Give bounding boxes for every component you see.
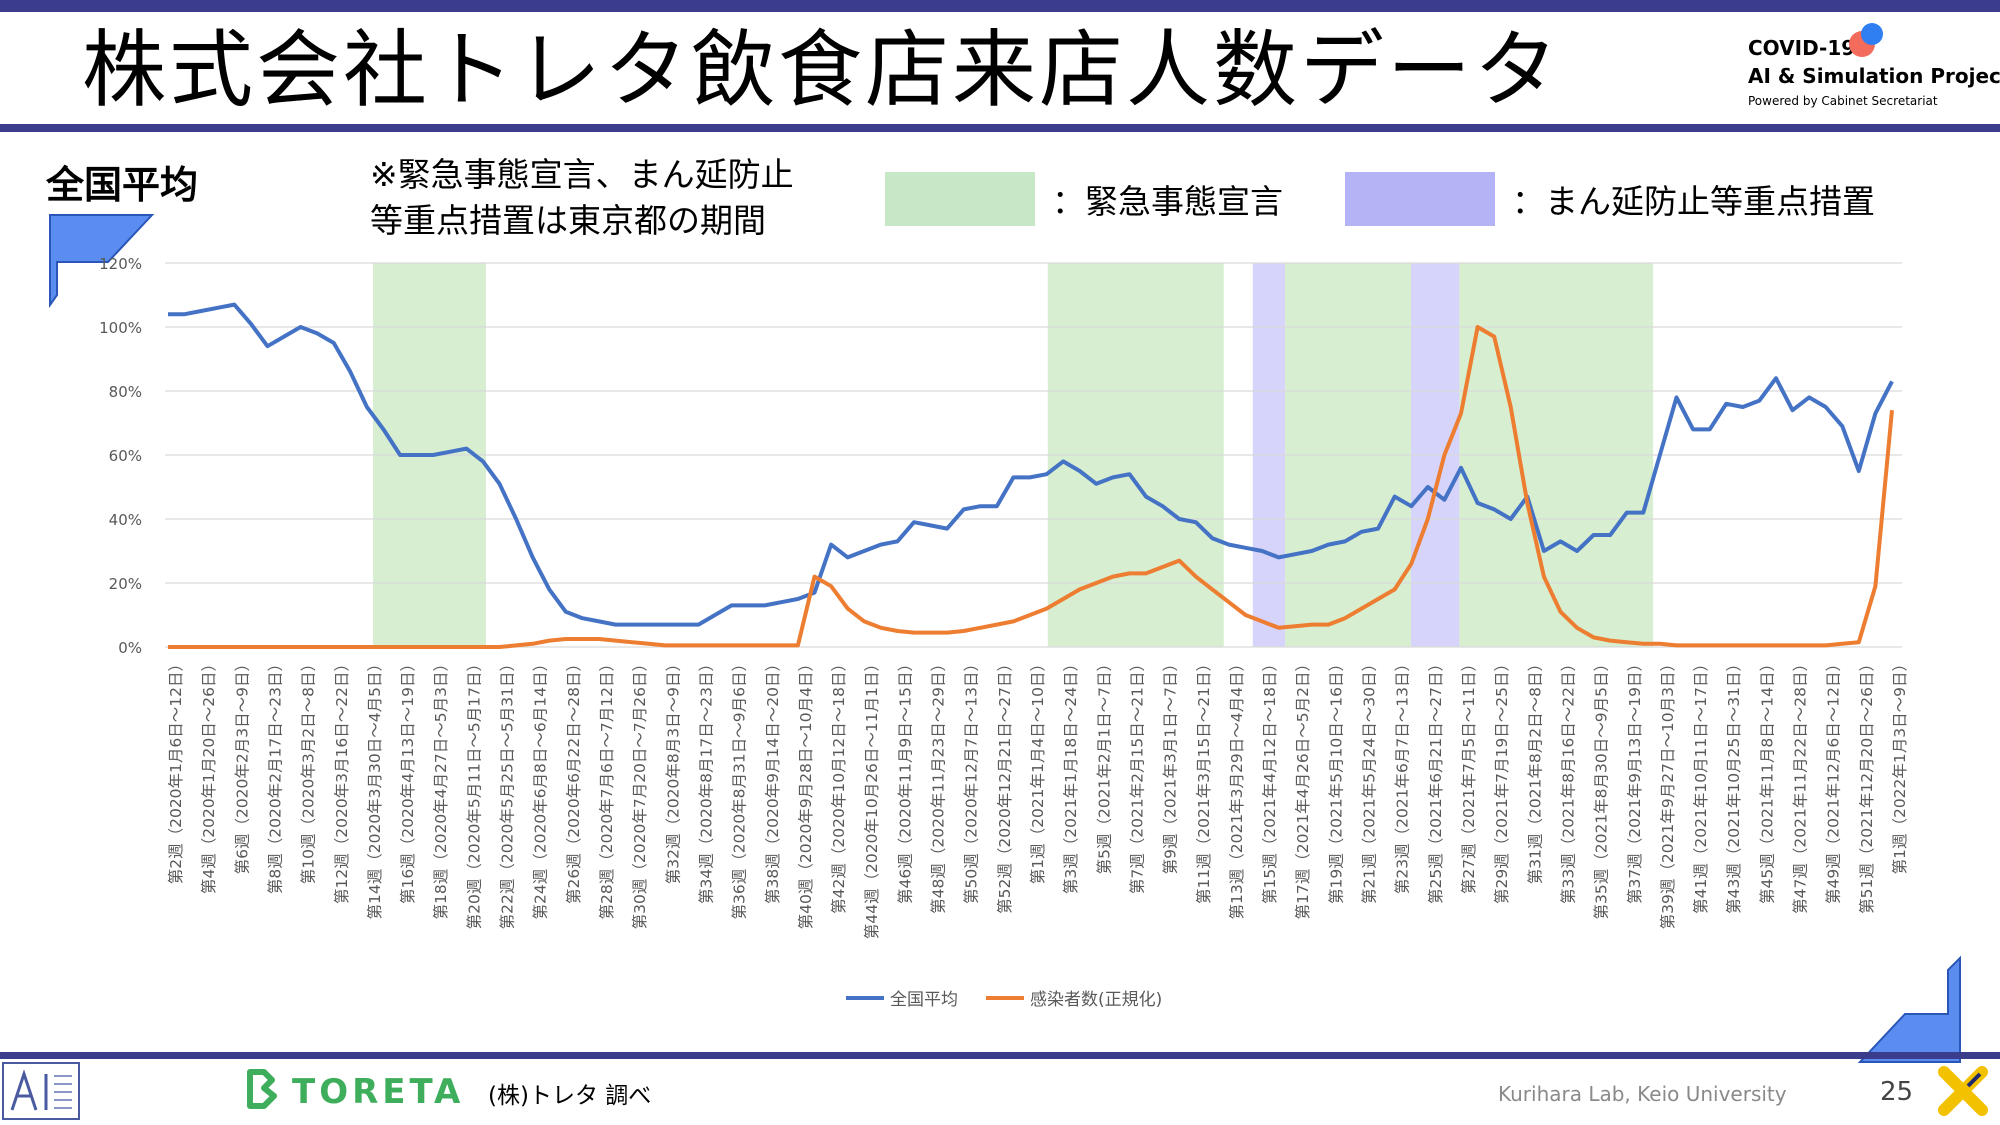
x-tick-label-33: 第15週（2021年4月12日～18日） <box>1261 656 1279 904</box>
x-tick-label-36: 第21週（2021年5月24日～30日） <box>1361 656 1379 904</box>
x-tick-label-13: 第28週（2020年7月6日～7月12日） <box>598 656 616 919</box>
brand-line-1: COVID-19 <box>1748 36 1856 60</box>
lab-name: Kurihara Lab, Keio University <box>1498 1082 1787 1106</box>
y-tick-label-2: 40% <box>109 511 142 529</box>
corner-arrow-top-left-icon <box>49 214 155 309</box>
x-tick-label-4: 第10週（2020年3月2日～8日） <box>300 656 318 884</box>
y-tick-label-3: 60% <box>109 447 142 465</box>
page-number: 25 <box>1880 1077 1914 1107</box>
semi-emergency-legend-label: ：まん延防止等重点措置 <box>1512 182 1875 221</box>
emergency-legend-label: ：緊急事態宣言 <box>1052 182 1283 221</box>
x-tick-label-21: 第44週（2020年10月26日～11月1日） <box>863 656 881 939</box>
x-tick-label-31: 第11週（2021年3月15日～21日） <box>1195 656 1213 904</box>
brand-line-2: AI & Simulation Project <box>1748 64 2000 88</box>
page-title: 株式会社トレタ飲食店来店人数データ <box>82 21 1562 119</box>
x-tick-label-48: 第45週（2021年11月8日～14日） <box>1758 656 1776 904</box>
top-rule <box>0 0 2000 12</box>
x-tick-label-3: 第8週（2020年2月17日～23日） <box>266 656 284 894</box>
x-tick-label-47: 第43週（2021年10月25日～31日） <box>1725 656 1743 914</box>
x-tick-label-42: 第33週（2021年8月16日～22日） <box>1559 656 1577 904</box>
x-tick-label-45: 第39週（2021年9月27日～10月3日） <box>1659 656 1677 929</box>
legend-label-avg: 全国平均 <box>890 990 958 1010</box>
x-tick-label-12: 第26週（2020年6月22日～28日） <box>565 656 583 904</box>
corner-arrow-bottom-right-icon <box>1857 955 1961 1063</box>
data-source: (株)トレタ 調べ <box>488 1083 652 1109</box>
x-tick-label-43: 第35週（2021年8月30日～9月5日） <box>1593 656 1611 919</box>
x-tick-label-25: 第52週（2020年12月21日～27日） <box>996 656 1014 914</box>
brand-line-3: Powered by Cabinet Secretariat <box>1748 94 1938 108</box>
x-tick-label-41: 第31週（2021年8月2日～8日） <box>1526 656 1544 884</box>
x-tick-label-10: 第22週（2020年5月25日～5月31日） <box>499 656 517 929</box>
toreta-wordmark: TORETA <box>292 1072 465 1112</box>
x-tick-label-19: 第40週（2020年9月28日～10月4日） <box>797 656 815 929</box>
x-tick-label-16: 第34週（2020年8月17日～23日） <box>697 656 715 904</box>
x-tick-label-28: 第5週（2021年2月1日～7日） <box>1095 656 1113 874</box>
x-tick-label-30: 第9週（2021年3月1日～7日） <box>1162 656 1180 874</box>
x-tick-label-44: 第37週（2021年9月13日～19日） <box>1626 656 1644 904</box>
x-tick-label-26: 第1週（2021年1月4日～10日） <box>1029 656 1047 884</box>
semi-emergency-legend-swatch <box>1345 172 1495 226</box>
x-tick-label-18: 第38週（2020年9月14日～20日） <box>764 656 782 904</box>
x-tick-label-27: 第3週（2021年1月18日～24日） <box>1062 656 1080 894</box>
x-tick-label-5: 第12週（2020年3月16日～22日） <box>333 656 351 904</box>
x-tick-label-14: 第30週（2020年7月20日～7月26日） <box>631 656 649 929</box>
x-tick-label-50: 第49週（2021年12月6日～12日） <box>1825 656 1843 904</box>
x-tick-label-1: 第4週（2020年1月20日～26日） <box>200 656 218 894</box>
x-tick-label-23: 第48週（2020年11月23日～29日） <box>930 656 948 914</box>
x-tick-label-22: 第46週（2020年11月9日～15日） <box>896 656 914 904</box>
x-tick-label-49: 第47週（2021年11月22日～28日） <box>1792 656 1810 914</box>
period-note: ※緊急事態宣言、まん延防止 等重点措置は東京都の期間 <box>370 155 794 240</box>
y-tick-label-5: 100% <box>99 319 142 337</box>
x-tick-label-40: 第29週（2021年7月19日～25日） <box>1493 656 1511 904</box>
x-tick-label-32: 第13週（2021年3月29日～4月4日） <box>1228 656 1246 919</box>
x-tick-label-35: 第19週（2021年5月10日～16日） <box>1327 656 1345 904</box>
x-tick-label-7: 第16週（2020年4月13日～19日） <box>399 656 417 904</box>
x-tick-label-38: 第25週（2021年6月21日～27日） <box>1427 656 1445 904</box>
x-tick-label-20: 第42週（2020年10月12日～18日） <box>830 656 848 914</box>
emergency-legend-swatch <box>885 172 1035 226</box>
x-tick-label-8: 第18週（2020年4月27日～5月3日） <box>432 656 450 919</box>
legend-label-infect: 感染者数(正規化) <box>1030 990 1162 1010</box>
x-tick-label-9: 第20週（2020年5月11日～5月17日） <box>465 656 483 929</box>
ai-lab-logo-icon <box>2 1062 80 1120</box>
toreta-logo-icon <box>247 1069 277 1109</box>
x-tick-label-17: 第36週（2020年8月31日～9月6日） <box>731 656 749 919</box>
series-line-0 <box>168 302 1894 627</box>
y-tick-label-6: 120% <box>99 255 142 273</box>
x-tick-label-37: 第23週（2021年6月7日～13日） <box>1394 656 1412 894</box>
x-tick-label-0: 第2週（2020年1月6日～12日） <box>167 656 185 884</box>
x-tick-label-24: 第50週（2020年12月7日～13日） <box>963 656 981 904</box>
section-label: 全国平均 <box>46 163 199 207</box>
x-tick-label-34: 第17週（2021年4月26日～5月2日） <box>1294 656 1312 919</box>
y-tick-label-0: 0% <box>118 639 142 657</box>
y-tick-label-1: 20% <box>109 575 142 593</box>
series-line-1 <box>168 325 1894 649</box>
brand-block: COVID-19 AI & Simulation Project Powered… <box>1748 23 2000 118</box>
x-tick-label-2: 第6週（2020年2月3日～9日） <box>233 656 251 874</box>
x-tick-label-29: 第7週（2021年2月15日～21日） <box>1128 656 1146 894</box>
x-tick-label-11: 第24週（2020年6月8日～6月14日） <box>532 656 550 919</box>
y-tick-label-4: 80% <box>109 383 142 401</box>
x-tick-label-39: 第27週（2021年7月5日～11日） <box>1460 656 1478 894</box>
x-tick-label-46: 第41週（2021年10月11日～17日） <box>1692 656 1710 914</box>
footer-rule <box>0 1052 2000 1059</box>
x-tick-label-52: 第1週（2022年1月3日～9日） <box>1891 656 1909 874</box>
virus-icon <box>1849 23 1883 57</box>
x-tick-label-6: 第14週（2020年3月30日～4月5日） <box>366 656 384 919</box>
x-logo-icon <box>1938 1066 1988 1116</box>
header-rule <box>0 124 2000 132</box>
x-tick-label-15: 第32週（2020年8月3日～9日） <box>664 656 682 884</box>
x-tick-label-51: 第51週（2021年12月20日～26日） <box>1858 656 1876 914</box>
